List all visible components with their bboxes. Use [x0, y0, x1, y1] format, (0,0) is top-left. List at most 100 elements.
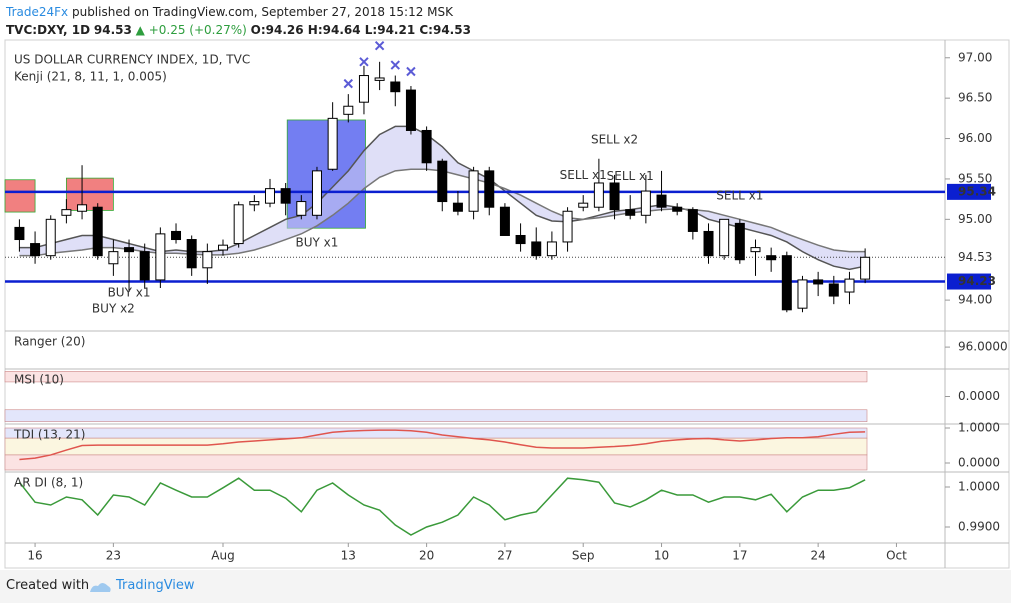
x-tick-label: 20: [419, 549, 434, 563]
y-tick-label: 96.50: [958, 91, 992, 105]
frame: [4, 39, 1010, 569]
created-with: Created with: [6, 578, 90, 593]
pane-title: MSI (10): [14, 373, 64, 387]
pane-band: [4, 409, 868, 422]
candle-body: [672, 206, 683, 212]
x-tick-label: 10: [654, 549, 669, 563]
candle-body: [781, 255, 792, 311]
x-mark: [359, 57, 369, 67]
pane-band: [4, 427, 868, 439]
chart-title: US DOLLAR CURRENCY INDEX, 1D, TVC: [14, 53, 250, 67]
candle-body: [719, 218, 730, 257]
ohlc: O:94.26 H:94.64 L:94.21 C:94.53: [250, 23, 471, 37]
signal-label: BUY x1: [296, 235, 339, 249]
x-tick-label: Aug: [211, 549, 234, 563]
candle-body: [484, 170, 495, 208]
candle-body: [640, 190, 651, 216]
indicator-line: [19, 429, 866, 461]
pane-title: AR DI (8, 1): [14, 476, 83, 490]
candle-body: [14, 226, 25, 241]
candle-body: [311, 170, 322, 216]
level-badge: [947, 273, 991, 290]
candle-body: [468, 170, 479, 212]
candle-body: [249, 201, 260, 206]
candle-body: [280, 188, 291, 204]
pane-title: TDI (13, 21): [13, 428, 85, 442]
logo: [90, 583, 111, 592]
indicator-label: Kenji (21, 8, 11, 1, 0.005): [14, 70, 167, 84]
x-tick-label: 23: [106, 549, 121, 563]
candle-body: [390, 81, 401, 93]
y-tick-label: 0.0000: [958, 455, 1000, 469]
signal-label: SELL x1: [560, 168, 607, 182]
level-label: 95.34: [958, 184, 996, 198]
signal-label: BUY x1: [108, 285, 151, 299]
candle-body: [531, 241, 542, 257]
candle-body: [813, 279, 824, 285]
y-tick-label: 0.0000: [958, 389, 1000, 403]
candle-body: [30, 243, 41, 257]
candle-body: [343, 105, 354, 115]
candle-body: [578, 202, 589, 208]
candle-body: [452, 202, 463, 212]
x-tick-label: Oct: [886, 549, 907, 563]
candle-body: [625, 209, 636, 216]
y-tick-label: 1.0000: [958, 480, 1000, 494]
candle-body: [437, 160, 448, 203]
published: published on TradingView.com, September …: [71, 5, 454, 19]
indicator-line: [18, 477, 866, 536]
candle-body: [77, 204, 88, 212]
candle-body: [766, 255, 777, 261]
y-tick-label: 94.00: [958, 293, 992, 307]
y-tick-label: 97.00: [958, 50, 992, 64]
candle-body: [45, 218, 56, 257]
x-tick-label: 16: [27, 549, 42, 563]
candle-body: [296, 201, 307, 216]
candle-body: [844, 278, 855, 293]
brand[interactable]: TradingView: [116, 578, 195, 593]
candle-body: [233, 204, 244, 245]
x-mark: [343, 78, 354, 89]
change: ▲ +0.25 (+0.27%): [135, 23, 247, 37]
last: 94.53: [93, 23, 132, 37]
x-tick-label: Sep: [572, 549, 595, 563]
symbol: TVC:DXY, 1D: [6, 23, 91, 37]
zone: [4, 179, 36, 213]
candle-body: [124, 247, 135, 253]
candle-body: [327, 117, 338, 170]
candle-body: [593, 182, 604, 208]
candle-body: [264, 188, 275, 204]
x-mark: [406, 66, 416, 77]
header-line: TVC:DXY, 1D 94.53 ▲ +0.25 (+0.27%) O:94.…: [6, 21, 471, 39]
candle-body: [828, 283, 839, 297]
publisher[interactable]: Trade24Fx: [6, 5, 69, 19]
zone: [65, 177, 114, 211]
x-mark: [390, 60, 400, 70]
pane-band: [4, 371, 868, 383]
y-tick-label: 96.0000: [958, 340, 1008, 354]
y-tick-label: 95.00: [958, 212, 992, 226]
signal-label: SELL x2: [591, 133, 638, 147]
candle-body: [687, 209, 698, 232]
x-mark: [374, 40, 385, 51]
level-label: 94.23: [958, 274, 996, 288]
candle-body: [609, 182, 620, 211]
footer: Created with TradingView: [0, 570, 1011, 603]
y-tick-label: 1.0000: [958, 421, 1000, 435]
signal-label: SELL x1: [716, 188, 763, 202]
signal-label: BUY x2: [92, 301, 135, 315]
last-price-label: 94.53: [958, 250, 992, 264]
candle-body: [374, 77, 385, 81]
candle-body: [358, 75, 369, 103]
y-tick-label: 96.00: [958, 131, 992, 145]
candle-body: [186, 239, 197, 269]
chart: US DOLLAR CURRENCY INDEX, 1D, TVC Kenji …: [4, 39, 1010, 569]
candle-body: [656, 194, 667, 208]
candle-body: [139, 251, 150, 281]
y-tick-label: 95.50: [958, 171, 992, 185]
candle-body: [860, 256, 871, 280]
candle-body: [703, 230, 714, 257]
candle-body: [562, 210, 573, 243]
candle-body: [171, 230, 182, 241]
kenji-cloud: [19, 126, 866, 270]
